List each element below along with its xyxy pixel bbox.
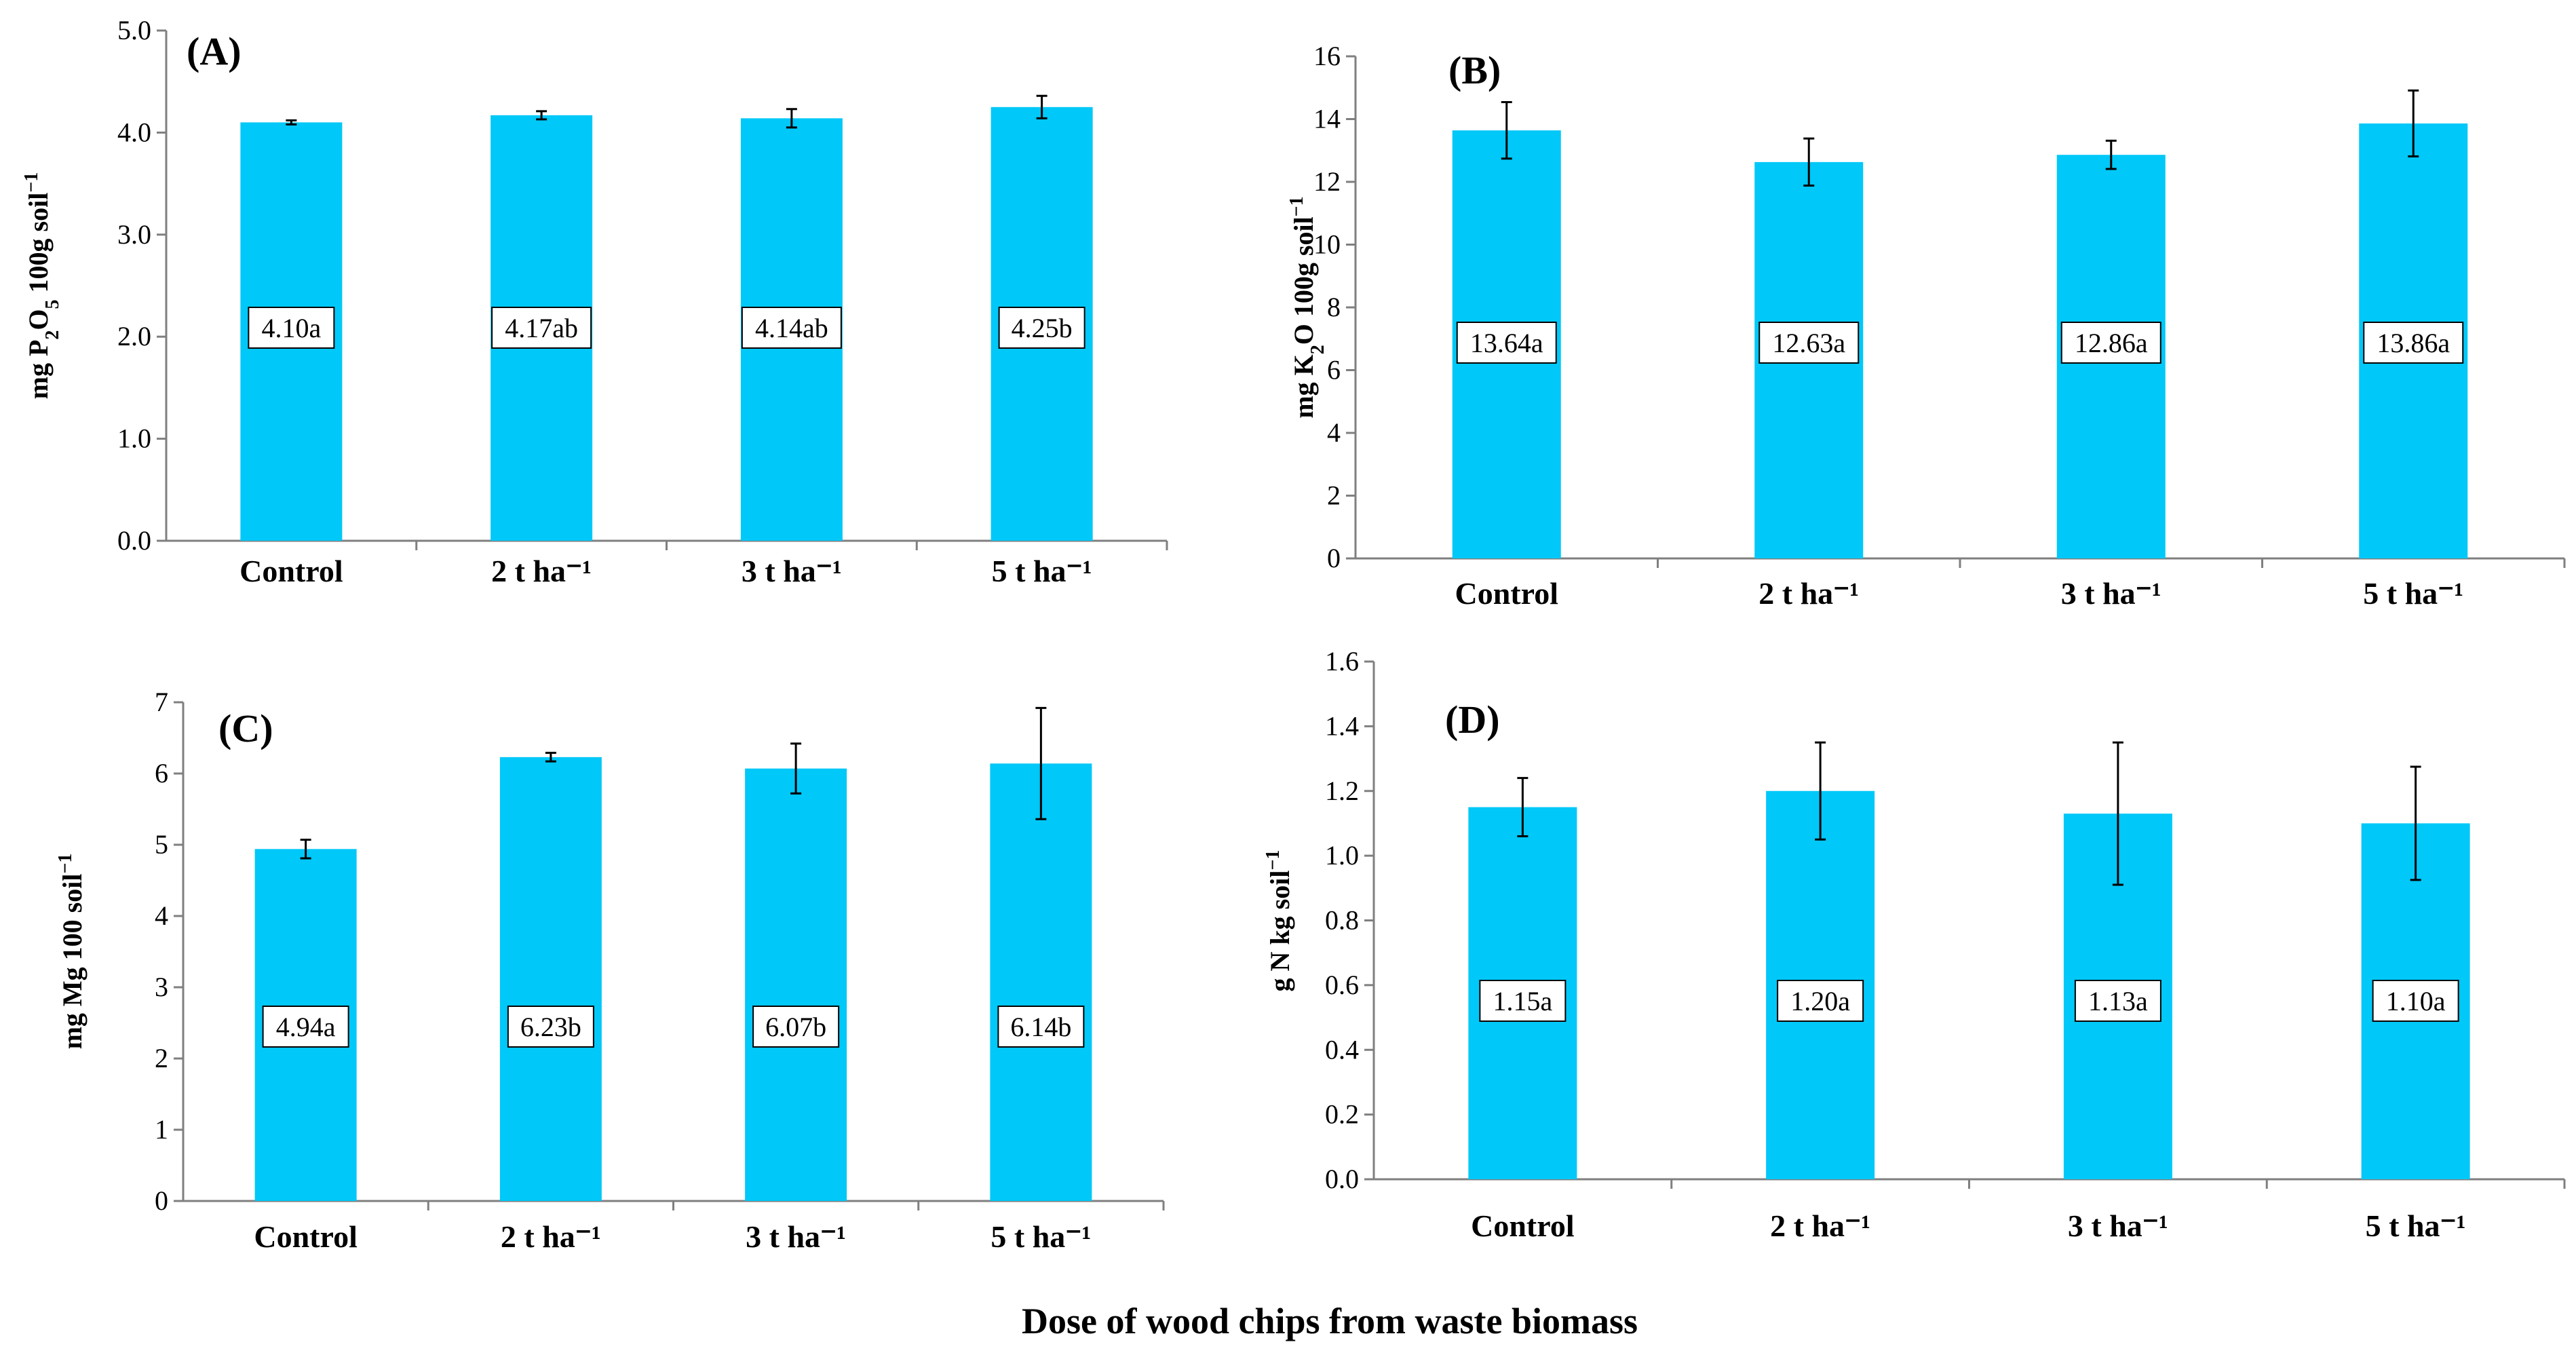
data-label: 4.17ab — [505, 313, 578, 343]
data-label-box — [752, 1006, 840, 1048]
y-tick-label: 0.4 — [1325, 1034, 1359, 1065]
bar — [499, 757, 602, 1201]
y-tick-label: 0.2 — [1325, 1099, 1359, 1130]
category-label: 5 t ha⁻¹ — [992, 554, 1092, 588]
data-label-box — [2060, 322, 2161, 364]
y-tick-label: 0 — [1327, 543, 1341, 573]
data-label-box — [1479, 980, 1566, 1022]
bar — [745, 768, 847, 1201]
data-label: 1.15a — [1493, 986, 1552, 1016]
y-tick-label: 1.6 — [1325, 646, 1359, 676]
y-axis-label: g N kg soil−1 — [1263, 850, 1296, 992]
category-label: 5 t ha⁻¹ — [2363, 576, 2463, 611]
category-label: Control — [1471, 1208, 1575, 1243]
data-label-box — [1456, 322, 1557, 364]
y-tick-label: 4 — [1327, 417, 1341, 448]
y-tick-label: 1.2 — [1325, 776, 1359, 806]
y-tick-label: 8 — [1327, 292, 1341, 322]
y-tick-label: 7 — [155, 687, 168, 717]
panel-label: (D) — [1445, 698, 1500, 742]
y-tick-label: 5.0 — [117, 15, 151, 45]
data-label-box — [998, 307, 1085, 349]
category-label: 3 t ha⁻¹ — [746, 1219, 846, 1254]
category-label: 2 t ha⁻¹ — [1770, 1208, 1870, 1243]
chart-panel: 0 1 2 3 4 5 6 7 4.94a Control 6.23b 2 t ha⁻¹ 6.07b 3 … — [55, 687, 1165, 1254]
data-label: 13.86a — [2377, 328, 2450, 358]
y-tick-label: 0.6 — [1325, 970, 1359, 1000]
data-label-box — [491, 307, 592, 349]
y-tick-label: 1 — [155, 1114, 168, 1145]
data-label-box — [248, 307, 335, 349]
data-label: 12.63a — [1772, 328, 1845, 358]
category-label: 3 t ha⁻¹ — [2061, 576, 2161, 611]
y-axis-label: mg Mg 100 soil−1 — [55, 854, 88, 1050]
chart-panel: 0.0 0.2 0.4 0.6 0.8 1.0 1.2 1.4 1.6 1.15a Control 1… — [1263, 646, 2566, 1243]
y-tick-label: 6 — [1327, 355, 1341, 385]
data-label-box — [1758, 322, 1860, 364]
category-label: 3 t ha⁻¹ — [742, 554, 842, 588]
y-tick-label: 4 — [155, 900, 168, 931]
data-label-box — [2074, 980, 2161, 1022]
y-tick-label: 10 — [1313, 229, 1341, 260]
y-tick-label: 0.0 — [117, 525, 151, 556]
data-label: 1.10a — [2386, 986, 2446, 1016]
y-axis-label: mg P2O5 100g soil−1 — [21, 172, 63, 400]
panel-label: (A) — [187, 29, 242, 73]
y-tick-label: 2 — [155, 1043, 168, 1073]
panel-label: (C) — [218, 706, 273, 750]
y-tick-label: 6 — [155, 758, 168, 788]
y-tick-label: 3.0 — [117, 219, 151, 250]
category-label: 3 t ha⁻¹ — [2068, 1208, 2168, 1243]
data-label-box — [2363, 322, 2464, 364]
data-label: 4.14ab — [755, 313, 828, 343]
data-label: 4.10a — [261, 313, 321, 343]
data-label-box — [2372, 980, 2459, 1022]
y-tick-label: 14 — [1313, 104, 1341, 134]
data-label: 4.25b — [1012, 313, 1073, 343]
category-label: 2 t ha⁻¹ — [1758, 576, 1859, 611]
category-label: Control — [239, 554, 343, 588]
data-label-box — [741, 307, 842, 349]
chart-panel: 0 2 4 6 8 10 12 14 16 13.64a Control 12.63a 2 t ha⁻¹… — [1286, 41, 2566, 611]
data-label: 6.07b — [765, 1012, 826, 1042]
x-axis-title: Dose of wood chips from waste biomass — [1022, 1301, 1638, 1341]
category-label: 5 t ha⁻¹ — [2366, 1208, 2466, 1243]
y-axis-label: mg K2O 100g soil−1 — [1286, 196, 1328, 418]
y-tick-label: 0.8 — [1325, 905, 1359, 936]
y-tick-label: 16 — [1313, 41, 1341, 71]
category-label: 2 t ha⁻¹ — [491, 554, 592, 588]
y-tick-label: 1.0 — [1325, 840, 1359, 871]
chart-panel: 0.0 1.0 2.0 3.0 4.0 5.0 4.10a Control 4.17ab 2 t … — [21, 15, 1168, 588]
y-tick-label: 0 — [155, 1185, 168, 1216]
y-tick-label: 1.4 — [1325, 710, 1359, 741]
data-label: 6.14b — [1010, 1012, 1071, 1042]
y-tick-label: 4.0 — [117, 117, 151, 147]
category-label: Control — [1455, 576, 1559, 611]
data-label: 4.94a — [276, 1012, 336, 1042]
y-tick-label: 5 — [155, 829, 168, 860]
data-label: 1.13a — [2088, 986, 2148, 1016]
data-label: 12.86a — [2075, 328, 2148, 358]
bar — [990, 763, 1092, 1201]
data-label-box — [997, 1006, 1085, 1048]
data-label-box — [262, 1006, 349, 1048]
y-tick-label: 2.0 — [117, 321, 151, 351]
category-label: 2 t ha⁻¹ — [501, 1219, 601, 1254]
y-tick-label: 2 — [1327, 480, 1341, 511]
data-label: 1.20a — [1790, 986, 1850, 1016]
data-label-box — [1777, 980, 1864, 1022]
y-tick-label: 12 — [1313, 166, 1341, 197]
category-label: Control — [254, 1219, 358, 1254]
y-tick-label: 1.0 — [117, 423, 151, 454]
data-label: 6.23b — [520, 1012, 581, 1042]
data-label-box — [507, 1006, 594, 1048]
y-tick-label: 0.0 — [1325, 1164, 1359, 1194]
data-label: 13.64a — [1470, 328, 1543, 358]
y-tick-label: 3 — [155, 972, 168, 1002]
category-label: 5 t ha⁻¹ — [991, 1219, 1091, 1254]
panel-label: (B) — [1448, 48, 1501, 92]
